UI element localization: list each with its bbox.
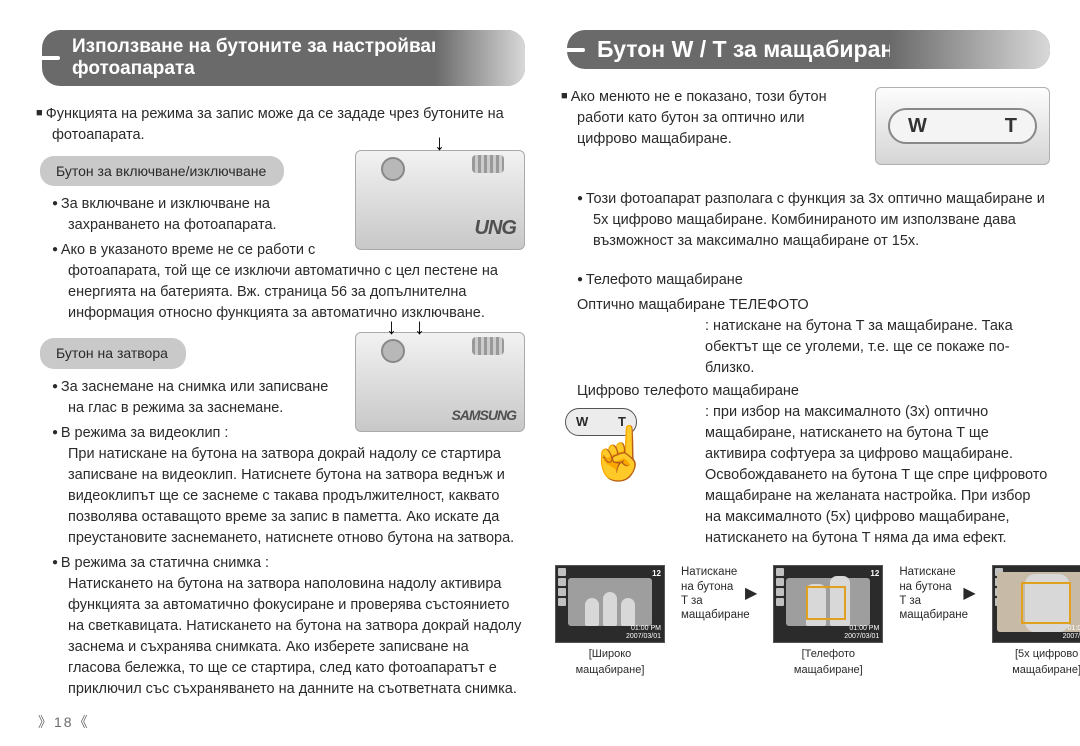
zoom-tele-caption: [Телефото мащабиране]: [773, 647, 883, 679]
camera-shutter-image: ↓ ↓ SAMSUNG: [355, 332, 525, 432]
press-t-image: W T ☝: [565, 408, 660, 498]
shutter-b2-body: При натискане на бутона на затвора докра…: [68, 446, 514, 546]
header-dash-icon: [38, 56, 60, 60]
left-intro: Функцията на режима за запис може да се …: [30, 104, 525, 146]
right-title-text: Бутон W / T за мащабиране: [597, 36, 907, 63]
right-title-pill: Бутон W / T за мащабиране: [567, 30, 1050, 69]
shutter-b3: В режима за статична снимка : Натисканет…: [52, 553, 525, 700]
shutter-button-heading: Бутон на затвора: [40, 338, 186, 368]
arrow-label-2: Натискане на бутона T за мащабиране: [899, 565, 957, 623]
arrow-right-icon: ▶: [745, 582, 757, 605]
left-title-pill: Използване на бутоните за настройване на…: [42, 30, 525, 86]
focus-frame-icon: [806, 586, 846, 620]
camera-top-image: ↓ UNG: [355, 150, 525, 250]
zoom-5x-thumb: 12 01:00 PM2007/03/01: [992, 565, 1080, 643]
zoom-arrow-2: Натискане на бутона T за мащабиране ▶: [899, 565, 975, 623]
tele-digital-line: Цифрово телефото мащабиране: [555, 381, 1050, 402]
page-number: 》18《: [38, 712, 90, 732]
thumb-time: 01:00 PM2007/03/01: [1063, 625, 1080, 640]
zoom-wide-caption: [Широко мащабиране]: [555, 647, 665, 679]
right-column: Бутон W / T за мащабиране W T Ако менюто…: [555, 30, 1050, 704]
tele-optical-line: Оптично мащабиране ТЕЛЕФОТО: [555, 295, 1050, 316]
thumb-count: 12: [870, 568, 879, 580]
zoom-wide-thumb: 12 01:00 PM2007/03/01: [555, 565, 665, 643]
zoom-p1: Този фотоапарат разполага с функция за 3…: [577, 189, 1050, 252]
header-dash-icon: [563, 48, 585, 52]
pill-fade: [435, 30, 525, 86]
shutter-b2-lead: В режима за видеоклип :: [61, 425, 229, 441]
right-header: Бутон W / T за мащабиране: [555, 30, 1050, 69]
zoom-arrow-1: Натискане на бутона T за мащабиране ▶: [681, 565, 757, 623]
zoom-wide-unit: 12 01:00 PM2007/03/01 [Широко мащабиране…: [555, 565, 665, 679]
arrow-down-icon: ↓: [434, 127, 445, 159]
focus-frame-icon: [1021, 582, 1071, 624]
shutter-b3-body: Натискането на бутона на затвора наполов…: [68, 576, 521, 697]
thumb-count: 12: [652, 568, 661, 580]
arrow-down-icon: ↓: [414, 311, 425, 343]
shutter-b3-lead: В режима за статична снимка :: [61, 555, 269, 571]
zoom-5x-unit: 12 01:00 PM2007/03/01 [5x цифрово мащаби…: [992, 565, 1080, 679]
left-body: Функцията на режима за запис може да се …: [30, 104, 525, 700]
shutter-b2: В режима за видеоклип : При натискане на…: [52, 423, 525, 549]
manual-page: Използване на бутоните за настройване на…: [0, 0, 1080, 714]
left-header: Използване на бутоните за настройване на…: [30, 30, 525, 86]
wt-rocker: W T: [888, 108, 1037, 144]
camera-brand-text: UNG: [475, 214, 516, 243]
zoom-5x-caption: [5x цифрово мащабиране]: [992, 647, 1080, 679]
camera-brand-text: SAMSUNG: [451, 405, 516, 425]
pill-fade: [890, 30, 1050, 69]
tele-optical-desc: : натискане на бутона T за мащабиране. Т…: [555, 316, 1050, 379]
wt-w-label: W: [908, 112, 927, 141]
thumb-time: 01:00 PM2007/03/01: [844, 625, 879, 640]
tele-lead: Телефото мащабиране: [577, 270, 1050, 291]
arrow-label-1: Натискане на бутона T за мащабиране: [681, 565, 739, 623]
zoom-list: Този фотоапарат разполага с функция за 3…: [555, 189, 1050, 252]
zoom-tele-unit: 12 01:00 PM2007/03/01 [Телефото мащабира…: [773, 565, 883, 679]
camera-shutter-btn-icon: [381, 339, 405, 363]
wt-t-label: T: [1005, 112, 1017, 141]
hand-pointer-icon: ☝: [587, 428, 652, 480]
arrow-right-icon: ▶: [963, 582, 975, 605]
camera-dial-icon: [472, 337, 504, 355]
wt-button-image: W T: [875, 87, 1050, 165]
zoom-tele-thumb: 12 01:00 PM2007/03/01: [773, 565, 883, 643]
right-body: W T Ако менюто не е показано, този бутон…: [555, 87, 1050, 679]
power-b2: Ако в указаното време не се работи с фот…: [52, 240, 525, 324]
thumb-time: 01:00 PM2007/03/01: [626, 625, 661, 640]
left-column: Използване на бутоните за настройване на…: [30, 30, 525, 704]
power-button-heading: Бутон за включване/изключване: [40, 156, 284, 186]
tele-list: Телефото мащабиране: [555, 270, 1050, 291]
zoom-thumbnails-row: 12 01:00 PM2007/03/01 [Широко мащабиране…: [555, 565, 1050, 679]
camera-dial-icon: [472, 155, 504, 173]
camera-power-btn-icon: [381, 157, 405, 181]
